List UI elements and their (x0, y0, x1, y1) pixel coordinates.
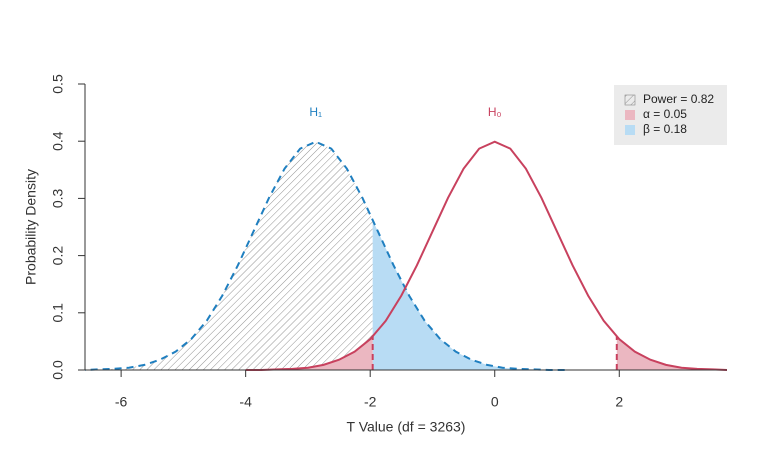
y-tick-label: 0.0 (50, 360, 66, 380)
x-tick-label: -6 (115, 394, 128, 410)
y-tick-label: 0.1 (50, 303, 66, 323)
x-tick-label: 2 (615, 394, 623, 410)
legend-swatch (625, 110, 635, 120)
x-tick-label: -2 (364, 394, 377, 410)
power-region (85, 141, 373, 370)
legend-label: β = 0.18 (643, 122, 687, 136)
legend-label: Power = 0.82 (643, 92, 714, 106)
y-tick-label: 0.2 (50, 246, 66, 266)
y-tick-label: 0.4 (50, 131, 66, 151)
beta-region (372, 220, 565, 370)
y-axis-label: Probability Density (23, 169, 39, 285)
legend-swatch (625, 125, 635, 135)
y-tick-label: 0.3 (50, 188, 66, 208)
x-tick-label: -4 (239, 394, 252, 410)
alpha-region (616, 336, 727, 370)
density-curve (245, 140, 727, 371)
curve-label: H₁ (309, 105, 322, 119)
alpha-region (245, 336, 373, 370)
plot-area (85, 140, 727, 371)
x-axis-label: T Value (df = 3263) (347, 419, 466, 435)
legend-label: α = 0.05 (643, 107, 687, 121)
curve-label: H₀ (488, 105, 502, 119)
x-tick-label: 0 (491, 394, 499, 410)
y-tick-label: 0.5 (50, 74, 66, 94)
legend-swatch (624, 94, 636, 106)
